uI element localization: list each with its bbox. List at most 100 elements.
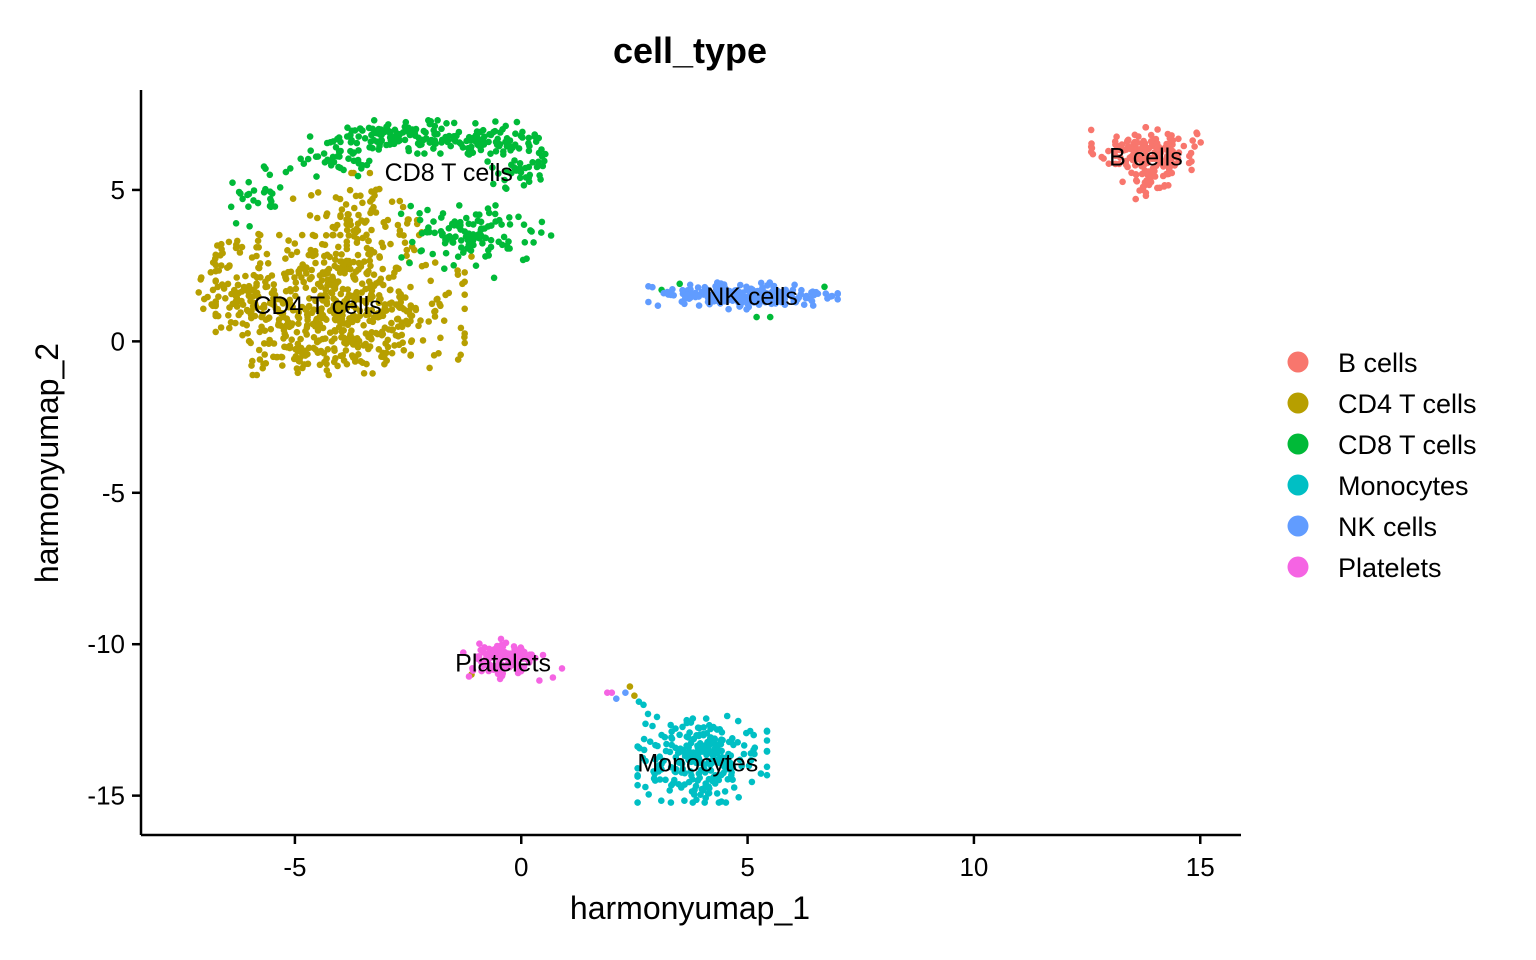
data-point (375, 346, 383, 353)
data-point (747, 285, 755, 293)
data-point (747, 750, 755, 757)
data-point (341, 269, 348, 277)
data-point (385, 274, 393, 282)
data-point (438, 214, 445, 221)
data-point (331, 225, 339, 232)
data-point (358, 280, 366, 288)
data-point (314, 189, 322, 196)
data-point (666, 787, 673, 794)
y-tick-label: 0 (111, 326, 125, 356)
data-point (434, 130, 441, 138)
legend-label: Monocytes (1338, 471, 1469, 501)
data-point (656, 776, 664, 783)
data-point (299, 261, 307, 268)
data-point (314, 280, 322, 288)
data-point (676, 731, 683, 739)
data-point (525, 163, 533, 171)
data-point (354, 172, 362, 180)
data-point (238, 243, 246, 251)
data-point (304, 360, 312, 368)
data-point (337, 290, 345, 298)
data-point (438, 125, 445, 133)
data-point (369, 144, 376, 152)
data-point (427, 277, 435, 285)
data-point (233, 303, 241, 310)
data-point (663, 740, 670, 748)
data-point (319, 311, 327, 319)
data-point (342, 338, 350, 346)
data-point (365, 124, 373, 132)
data-point (454, 253, 462, 260)
data-point (538, 218, 546, 226)
data-point (685, 756, 692, 764)
data-point (541, 157, 548, 165)
data-point (295, 309, 303, 316)
data-point (697, 791, 704, 798)
data-point (381, 324, 389, 332)
data-point (323, 316, 330, 324)
data-point (1125, 136, 1132, 144)
data-point (1145, 168, 1152, 175)
data-point (502, 184, 509, 191)
data-point (415, 322, 422, 330)
data-point (285, 237, 292, 244)
data-point (707, 767, 715, 774)
data-point (1137, 145, 1145, 153)
legend-label: Platelets (1338, 553, 1442, 583)
data-point (407, 351, 415, 359)
data-point (355, 133, 363, 140)
data-point (280, 313, 287, 321)
data-point (248, 362, 255, 369)
data-point (284, 247, 291, 254)
data-point (225, 238, 233, 246)
data-point (300, 160, 308, 167)
data-point (419, 337, 427, 344)
data-point (504, 661, 511, 668)
data-point (338, 206, 346, 213)
data-point (1142, 124, 1150, 131)
data-point (379, 265, 387, 273)
data-point (421, 150, 428, 157)
data-point (447, 142, 455, 150)
data-point (376, 313, 384, 320)
data-point (703, 751, 710, 759)
data-point (1163, 161, 1171, 169)
data-point (348, 169, 355, 177)
data-point (399, 203, 407, 211)
data-point (292, 292, 299, 300)
data-point (370, 117, 378, 124)
data-point (320, 150, 328, 157)
data-point (401, 239, 409, 246)
data-point (365, 237, 372, 245)
data-point (821, 283, 828, 291)
data-point (687, 294, 694, 302)
x-axis-label: harmonyumap_1 (570, 890, 810, 926)
data-point (369, 370, 376, 377)
data-point (461, 269, 469, 276)
data-point (502, 167, 510, 175)
data-point (267, 325, 275, 333)
data-point (653, 713, 661, 721)
data-point (334, 362, 341, 370)
data-point (757, 770, 765, 777)
data-point (224, 264, 231, 272)
data-point (523, 255, 530, 262)
data-point (212, 261, 219, 269)
data-point (431, 313, 439, 320)
data-point (426, 364, 433, 372)
data-point (687, 768, 694, 775)
data-point (405, 307, 413, 315)
data-point (1142, 189, 1150, 197)
data-point (472, 120, 479, 127)
data-point (798, 286, 805, 294)
data-point (254, 237, 262, 245)
data-point (735, 794, 742, 801)
data-point (489, 164, 496, 171)
data-point (757, 279, 765, 287)
data-point (492, 218, 499, 225)
data-point (521, 239, 529, 246)
data-point (388, 319, 395, 327)
data-point (717, 300, 724, 307)
data-point (746, 292, 753, 300)
data-point (516, 160, 524, 167)
